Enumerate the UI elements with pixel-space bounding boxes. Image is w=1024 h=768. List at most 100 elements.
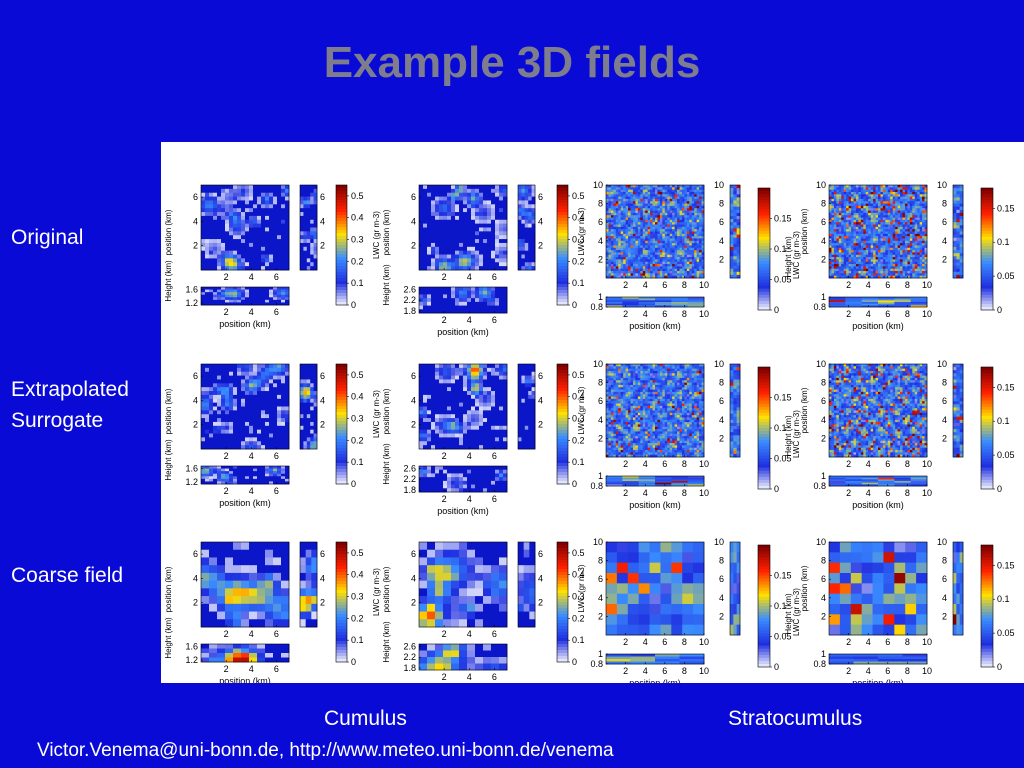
heatmap-cell: [647, 271, 651, 274]
heatmap-cell: [630, 229, 634, 232]
heatmap-cell: [471, 298, 476, 303]
heatmap-cell: [875, 243, 879, 246]
heatmap-cell: [846, 191, 849, 195]
heatmap-cell: [205, 246, 210, 252]
heatmap-cell: [237, 297, 242, 301]
heatmap-cell: [696, 247, 700, 251]
heatmap-cell: [237, 262, 242, 267]
heatmap-cell: [848, 212, 852, 216]
heatmap-cell: [261, 231, 266, 236]
heatmap-cell: [225, 219, 230, 225]
heatmap-cell: [853, 229, 857, 232]
heatmap-cell: [836, 252, 840, 256]
heatmap-cell: [647, 189, 651, 193]
heatmap-cell: [313, 242, 318, 248]
heatmap-cell: [694, 275, 698, 279]
heatmap-cell: [608, 222, 612, 225]
heatmap-cell: [628, 261, 631, 265]
heatmap-cell: [608, 250, 612, 253]
heatmap-cell: [610, 240, 614, 244]
heatmap-cell: [880, 212, 884, 216]
heatmap-cell: [733, 209, 738, 214]
heatmap-cell: [895, 187, 898, 191]
heatmap-cell: [459, 212, 464, 217]
heatmap-cell: [647, 208, 651, 211]
heatmap-cell: [677, 198, 680, 202]
heatmap-cell: [677, 217, 680, 221]
colorbar-segment: [557, 260, 568, 264]
heatmap-cell: [655, 208, 658, 211]
heatmap-cell: [647, 275, 651, 279]
heatmap-cell: [447, 196, 452, 201]
heatmap-cell: [613, 247, 617, 251]
heatmap-cell: [853, 236, 857, 239]
heatmap-cell: [865, 238, 869, 242]
heatmap-cell: [640, 238, 644, 242]
heatmap-cell: [610, 236, 614, 239]
heatmap-cell: [855, 257, 859, 260]
heatmap-cell: [873, 238, 876, 242]
heatmap-cell: [423, 258, 428, 263]
heatmap-cell: [455, 204, 460, 209]
heatmap-cell: [303, 204, 308, 209]
heatmap-cell: [860, 257, 864, 260]
heatmap-cell: [736, 219, 741, 223]
heatmap-cell: [642, 264, 646, 267]
heatmap-cell: [503, 188, 508, 194]
heatmap-cell: [924, 201, 928, 205]
heatmap-cell: [213, 200, 218, 205]
heatmap-cell: [657, 198, 661, 202]
heatmap-cell: [730, 209, 734, 214]
heatmap-cell: [637, 224, 641, 228]
heatmap-cell: [890, 212, 894, 216]
heatmap-cell: [221, 223, 226, 228]
heatmap-cell: [615, 208, 619, 211]
heatmap-cell: [736, 274, 741, 279]
heatmap-cell: [249, 188, 254, 194]
heatmap-cell: [257, 297, 262, 301]
heatmap-cell: [895, 198, 898, 202]
heatmap-cell: [664, 185, 668, 188]
heatmap-cell: [427, 262, 432, 267]
heatmap-cell: [630, 201, 634, 205]
heatmap-cell: [914, 254, 918, 258]
heatmap-cell: [848, 226, 852, 230]
heatmap-cell: [459, 219, 464, 225]
colorbar-segment: [758, 297, 770, 302]
heatmap-cell: [674, 236, 678, 239]
heatmap-cell: [664, 236, 668, 239]
heatmap-cell: [892, 252, 896, 256]
heatmap-cell: [904, 266, 908, 270]
heatmap-cell: [699, 208, 702, 211]
heatmap-cell: [689, 257, 693, 260]
heatmap-cell: [907, 238, 911, 242]
heatmap-cell: [623, 245, 626, 249]
heatmap-cell: [524, 262, 529, 267]
heatmap-cell: [213, 219, 218, 225]
heatmap-cell: [241, 289, 246, 293]
heatmap-cell: [848, 238, 852, 242]
heatmap-cell: [696, 191, 700, 195]
heatmap-cell: [686, 210, 690, 214]
colorbar-segment: [758, 239, 770, 244]
heatmap-cell: [645, 266, 649, 270]
heatmap-cell: [245, 212, 250, 217]
heatmap-cell: [701, 236, 705, 239]
heatmap-cell: [257, 219, 262, 225]
heatmap-cell: [909, 215, 913, 218]
heatmap-cell: [245, 246, 250, 252]
top-view-heatmap: [419, 185, 508, 271]
heatmap-cell: [640, 217, 644, 221]
heatmap-cell: [632, 205, 636, 209]
heatmap-cell: [902, 259, 906, 263]
heatmap-cell: [677, 266, 680, 270]
heatmap-cell: [524, 208, 529, 213]
heatmap-cell: [831, 257, 835, 260]
colorbar-segment: [557, 281, 568, 285]
heatmap-cell: [608, 268, 612, 272]
heatmap-cell: [902, 224, 906, 228]
top-view-ylabel: position (km): [382, 209, 391, 255]
heatmap-cell: [620, 219, 624, 223]
heatmap-cell: [684, 261, 688, 265]
heatmap-cell: [892, 238, 896, 242]
